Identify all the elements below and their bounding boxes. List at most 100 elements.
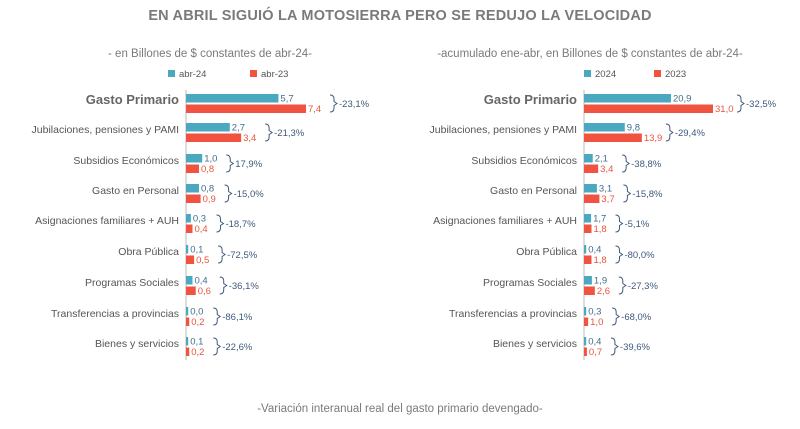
value-label-previous: 0,9 <box>203 194 216 205</box>
variation-label: -22,6% <box>222 342 253 353</box>
bar-current <box>186 154 203 163</box>
value-label-previous: 3,7 <box>601 194 614 205</box>
bar-current <box>584 337 587 346</box>
bar-previous <box>584 224 592 233</box>
bar-previous <box>186 317 190 326</box>
value-label-previous: 1,0 <box>590 317 603 328</box>
category-label: Obra Pública <box>118 246 179 258</box>
category-label: Asignaciones familiares + AUH <box>433 215 577 227</box>
value-label-current: 0,8 <box>201 184 214 195</box>
legend-swatch <box>584 70 591 77</box>
value-label-previous: 0,6 <box>198 286 211 297</box>
variation-bracket <box>736 94 745 113</box>
bar-current <box>186 307 189 316</box>
variation-label: -23,1% <box>339 99 370 110</box>
value-label-previous: 0,4 <box>194 224 207 235</box>
bar-current <box>186 214 191 223</box>
variation-bracket <box>213 307 222 326</box>
category-label: Asignaciones familiares + AUH <box>35 215 179 227</box>
bar-current <box>186 276 193 285</box>
variation-label: -38,8% <box>631 159 662 170</box>
value-label-current: 0,1 <box>190 337 203 348</box>
bar-current <box>584 184 597 193</box>
legend-swatch <box>654 70 661 77</box>
bar-current <box>584 245 587 254</box>
value-label-current: 5,7 <box>280 94 293 105</box>
value-label-current: 0,0 <box>190 307 203 318</box>
bar-current <box>186 245 189 254</box>
value-label-current: 9,8 <box>627 123 640 134</box>
category-label: Programas Sociales <box>85 277 179 289</box>
bar-current <box>186 123 230 132</box>
value-label-current: 1,9 <box>594 276 607 287</box>
value-label-current: 2,1 <box>595 154 608 165</box>
value-label-previous: 3,4 <box>243 133 256 144</box>
bar-previous <box>186 133 242 142</box>
variation-label: -32,5% <box>746 99 777 110</box>
variation-bracket <box>615 245 624 264</box>
category-label: Transferencias a provincias <box>449 308 577 320</box>
category-label: Bienes y servicios <box>493 338 577 350</box>
chart-subtitle: - en Billones de $ constantes de abr-24- <box>108 48 312 60</box>
value-label-previous: 0,2 <box>191 347 204 358</box>
chart-subtitle: -acumulado ene-abr, en Billones de $ con… <box>437 48 743 60</box>
value-label-previous: 7,4 <box>308 104 321 115</box>
bar-current <box>186 184 199 193</box>
variation-label: -86,1% <box>222 312 253 323</box>
variation-label: -5,1% <box>624 219 649 230</box>
variation-bracket <box>226 154 235 173</box>
category-label: Bienes y servicios <box>95 338 179 350</box>
variation-label: -68,0% <box>621 312 652 323</box>
category-label: Jubilaciones, pensiones y PAMI <box>430 124 577 136</box>
value-label-previous: 31,0 <box>715 104 734 115</box>
variation-bracket <box>265 123 274 142</box>
variation-bracket <box>623 184 632 203</box>
category-label: Transferencias a provincias <box>51 308 179 320</box>
legend-swatch <box>250 70 257 77</box>
variation-bracket <box>610 337 619 356</box>
variation-bracket <box>224 184 233 203</box>
variation-bracket <box>213 337 222 356</box>
variation-bracket <box>665 123 674 142</box>
category-label: Subsidios Económicos <box>471 155 577 167</box>
value-label-current: 0,3 <box>193 214 206 225</box>
category-label: Gasto Primario <box>86 92 179 107</box>
variation-bracket <box>618 276 627 295</box>
variation-label: -18,7% <box>225 219 256 230</box>
bar-previous <box>186 194 201 203</box>
value-label-current: 0,4 <box>194 276 207 287</box>
variation-bracket <box>216 214 225 233</box>
variation-bracket <box>622 154 631 173</box>
category-label: Gasto en Personal <box>92 185 179 197</box>
bar-previous <box>186 347 190 356</box>
bar-previous <box>186 255 195 264</box>
category-label: Gasto en Personal <box>490 185 577 197</box>
bar-previous <box>186 164 199 173</box>
value-label-current: 1,0 <box>204 154 217 165</box>
bar-current <box>584 154 593 163</box>
bar-previous <box>584 194 600 203</box>
variation-label: -21,3% <box>274 128 305 139</box>
variation-bracket <box>218 245 227 264</box>
bar-previous <box>584 317 589 326</box>
bar-previous <box>186 104 306 113</box>
bar-current <box>186 94 279 103</box>
variation-label: -15,8% <box>632 189 663 200</box>
category-label: Subsidios Económicos <box>73 155 179 167</box>
category-label: Gasto Primario <box>484 92 577 107</box>
bar-previous <box>584 347 587 356</box>
bar-previous <box>584 286 595 295</box>
variation-label: -27,3% <box>628 281 659 292</box>
variation-label: -15,0% <box>234 189 265 200</box>
value-label-previous: 0,8 <box>201 164 214 175</box>
legend-label: abr-24 <box>179 69 206 80</box>
variation-label: -80,0% <box>624 250 655 261</box>
variation-bracket <box>219 276 228 295</box>
value-label-current: 20,9 <box>673 94 692 105</box>
bar-current <box>584 214 592 223</box>
value-label-current: 1,7 <box>593 214 606 225</box>
value-label-current: 0,1 <box>190 245 203 256</box>
bar-current <box>584 307 587 316</box>
value-label-current: 2,7 <box>232 123 245 134</box>
